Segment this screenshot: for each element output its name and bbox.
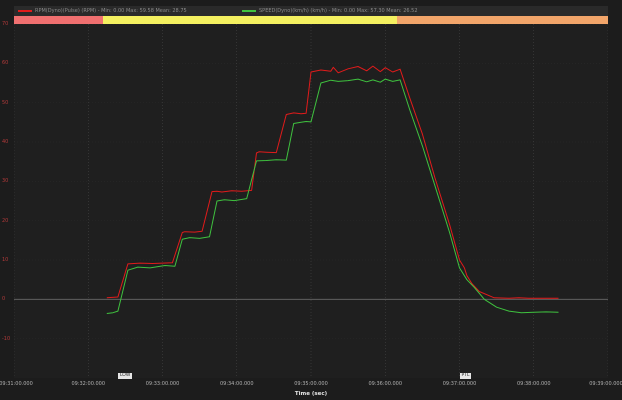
y-tick-label: 10	[2, 257, 9, 263]
phase-band-2	[397, 16, 608, 24]
legend-swatch-rpm	[18, 10, 32, 12]
y-tick-label: 70	[2, 21, 9, 27]
x-tick-label: 09:38:00.000	[516, 381, 551, 387]
series-line-0[interactable]	[106, 65, 559, 299]
x-tick-label: 09:35:00.000	[294, 381, 328, 387]
y-tick-label: 0	[2, 296, 6, 303]
x-axis-title: Time (sec)	[294, 391, 328, 397]
y-tick-label: 20	[2, 217, 9, 224]
legend-entry-rpm[interactable]: RPM(Dyno)(Pulse) (RPM) - Min: 0.00 Max: …	[18, 6, 187, 16]
x-tick-label: 09:31:00.000	[0, 381, 33, 387]
x-tick-label: 09:32:00.000	[71, 381, 106, 387]
legend-label-speed: SPEED(Dyno)(km/h) (km/h) - Min: 0.00 Max…	[259, 8, 418, 14]
series-line-1[interactable]	[106, 78, 559, 314]
y-tick-label: 50	[2, 99, 9, 106]
x-tick-label: 09:37:00.000	[442, 381, 477, 387]
event-marker-ptl[interactable]: PTL	[459, 373, 472, 379]
chart-svg[interactable]	[14, 24, 608, 378]
phase-band-strip	[14, 16, 608, 24]
x-tick-label: 09:36:00.000	[368, 381, 403, 387]
plot-area[interactable]	[14, 24, 608, 378]
phase-band-0	[14, 16, 104, 24]
event-marker-low[interactable]: LOW	[117, 373, 133, 379]
legend-label-rpm: RPM(Dyno)(Pulse) (RPM) - Min: 0.00 Max: …	[35, 8, 187, 14]
x-tick-label: 09:34:00.000	[219, 381, 254, 387]
y-tick-label: -10	[2, 335, 11, 342]
y-tick-label: 30	[2, 178, 9, 185]
x-tick-label: 09:39:00.000	[589, 381, 622, 387]
y-tick-label: 60	[2, 60, 9, 67]
y-tick-label: 40	[2, 139, 9, 145]
x-tick-label: 09:33:00.000	[145, 381, 180, 387]
phase-band-1	[103, 16, 398, 24]
legend-entry-speed[interactable]: SPEED(Dyno)(km/h) (km/h) - Min: 0.00 Max…	[242, 6, 418, 16]
legend-swatch-speed	[242, 10, 256, 12]
